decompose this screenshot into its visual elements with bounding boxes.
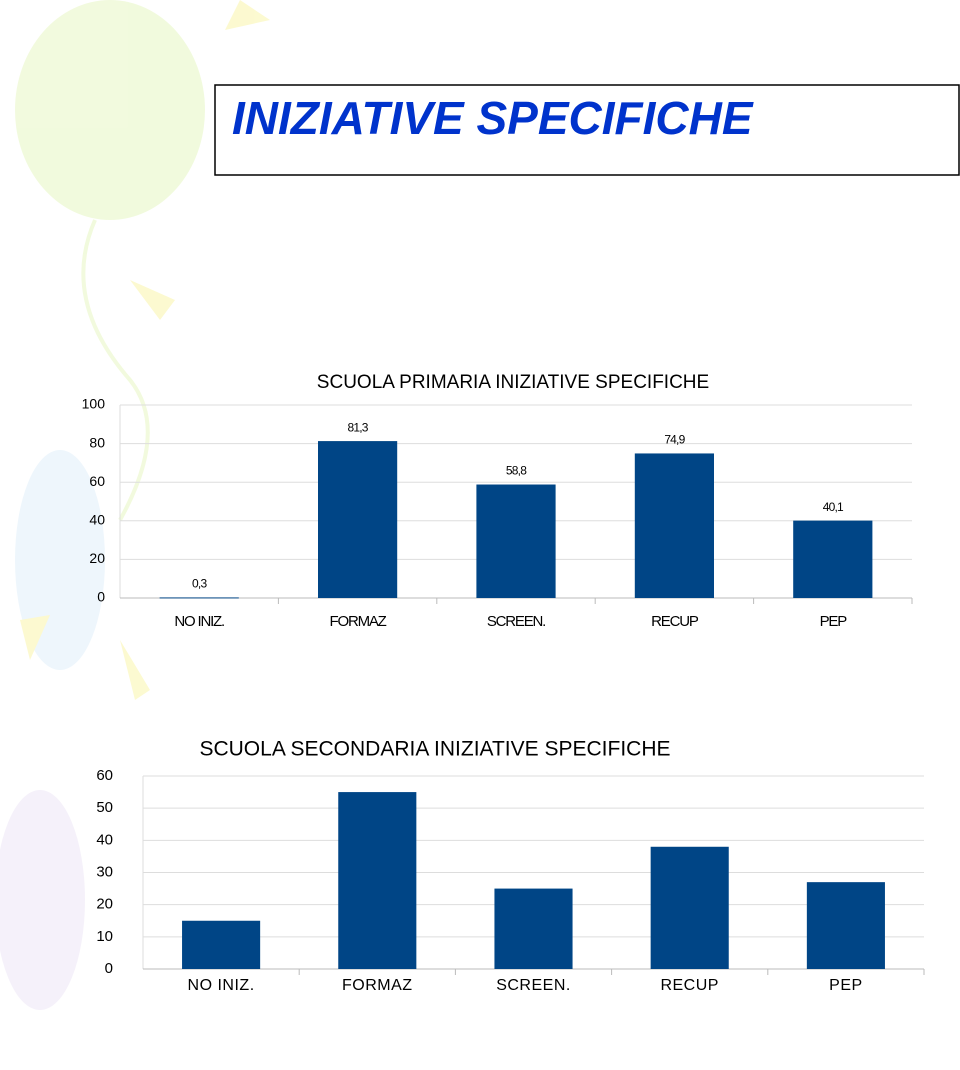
bar bbox=[476, 484, 556, 598]
bar bbox=[494, 888, 573, 969]
y-tick-label: 60 bbox=[89, 473, 105, 489]
x-tick-label: FORMAZ bbox=[342, 977, 413, 994]
y-tick-label: 20 bbox=[89, 550, 105, 566]
y-tick-label: 80 bbox=[89, 434, 105, 450]
x-tick-label: SCREEN. bbox=[496, 977, 571, 994]
value-label: 0,3 bbox=[192, 577, 207, 591]
y-tick-label: 20 bbox=[96, 896, 113, 913]
y-tick-label: 0 bbox=[97, 589, 105, 605]
value-label: 40,1 bbox=[823, 500, 844, 514]
bar bbox=[793, 520, 873, 598]
x-tick-label: SCREEN. bbox=[487, 613, 545, 630]
x-tick-label: FORMAZ bbox=[330, 613, 387, 630]
bar bbox=[634, 453, 714, 598]
y-tick-label: 60 bbox=[96, 767, 113, 784]
y-tick-label: 50 bbox=[96, 799, 113, 816]
confetti bbox=[130, 280, 175, 320]
value-label: 58,8 bbox=[506, 464, 527, 478]
y-tick-label: 0 bbox=[105, 960, 113, 977]
y-tick-label: 40 bbox=[96, 831, 113, 848]
x-tick-label: RECUP bbox=[660, 977, 719, 994]
confetti bbox=[225, 0, 270, 30]
x-tick-label: RECUP bbox=[651, 613, 699, 630]
slide-title: INIZIATIVE SPECIFICHE bbox=[232, 92, 754, 144]
bar bbox=[650, 846, 729, 969]
chart-title: SCUOLA PRIMARIA INIZIATIVE SPECIFICHE bbox=[317, 372, 709, 393]
balloon bbox=[15, 0, 205, 220]
balloon bbox=[0, 790, 85, 1010]
bar bbox=[182, 920, 261, 969]
y-tick-label: 10 bbox=[96, 928, 113, 945]
bar bbox=[318, 441, 398, 598]
value-label: 74,9 bbox=[664, 433, 685, 447]
y-tick-label: 40 bbox=[89, 512, 105, 528]
background-decoration bbox=[0, 0, 270, 1010]
confetti bbox=[20, 615, 50, 660]
bar bbox=[159, 597, 239, 599]
title-box bbox=[214, 84, 960, 176]
x-tick-label: NO INIZ. bbox=[188, 977, 255, 994]
x-tick-label: PEP bbox=[820, 613, 848, 630]
confetti bbox=[120, 640, 150, 700]
bar bbox=[806, 882, 885, 969]
balloon-string bbox=[81, 219, 150, 521]
y-tick-label: 30 bbox=[96, 863, 113, 880]
bar bbox=[338, 792, 417, 969]
x-tick-label: PEP bbox=[829, 977, 863, 994]
y-tick-label: 100 bbox=[82, 396, 106, 412]
value-label: 81,3 bbox=[348, 420, 369, 434]
chart-title: SCUOLA SECONDARIA INIZIATIVE SPECIFICHE bbox=[199, 738, 670, 761]
balloon bbox=[15, 450, 105, 670]
x-tick-label: NO INIZ. bbox=[174, 613, 224, 630]
